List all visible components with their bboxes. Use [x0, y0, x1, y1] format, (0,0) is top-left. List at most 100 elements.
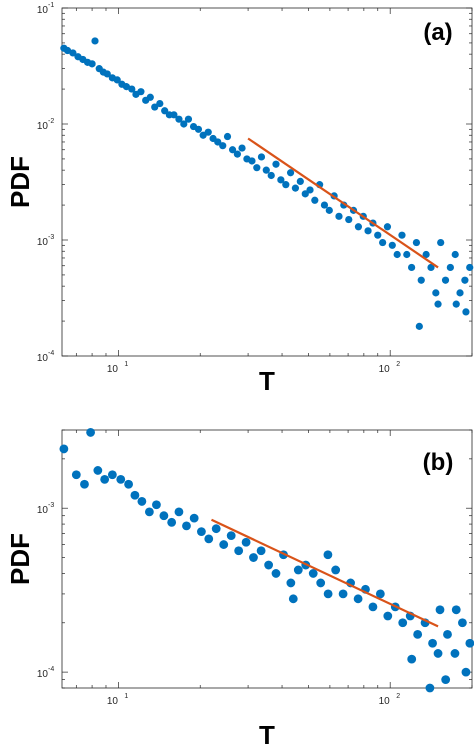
x-axis-ticks — [75, 430, 473, 688]
data-point — [461, 276, 469, 284]
data-point — [398, 618, 408, 628]
data-point — [408, 263, 416, 272]
fit-line — [247, 137, 439, 269]
data-point — [374, 231, 382, 239]
data-point — [433, 649, 443, 658]
data-point — [107, 470, 117, 480]
data-point — [441, 276, 450, 284]
data-point — [161, 107, 169, 115]
x-axis-label: T — [259, 366, 275, 396]
data-point — [432, 289, 440, 297]
data-point — [452, 300, 460, 308]
data-point — [238, 144, 246, 152]
data-point — [354, 223, 363, 231]
data-point — [451, 605, 461, 615]
data-point — [462, 308, 470, 316]
y-tick-exponent: -1 — [48, 2, 54, 9]
x-tick-label: 10 — [379, 696, 391, 707]
data-point — [91, 37, 99, 45]
data-point — [228, 146, 237, 154]
data-point — [219, 142, 227, 150]
data-point — [264, 560, 274, 570]
data-point — [272, 160, 280, 168]
data-point — [335, 212, 343, 220]
data-point — [271, 569, 281, 578]
data-point — [437, 238, 445, 247]
data-point — [383, 611, 393, 621]
scatter-series — [60, 37, 474, 330]
data-point — [180, 120, 188, 128]
data-point — [379, 238, 387, 247]
data-point — [262, 166, 270, 174]
y-axis-ticks — [62, 429, 472, 689]
data-point — [398, 231, 406, 239]
y-axis-label: PDF — [5, 533, 35, 585]
data-point — [253, 164, 261, 172]
x-tick-exponent: 2 — [396, 693, 400, 700]
data-point — [428, 638, 437, 648]
data-point — [151, 103, 159, 111]
y-tick-label: 10 — [37, 505, 49, 516]
data-point — [311, 196, 319, 204]
axes-box — [61, 429, 473, 689]
data-point — [450, 649, 460, 658]
data-point — [323, 550, 333, 560]
y-tick-label: 10 — [37, 237, 49, 248]
data-point — [415, 322, 423, 330]
data-point — [167, 517, 177, 527]
panel-label: (b) — [423, 449, 454, 476]
data-point — [403, 250, 411, 259]
y-tick-label: 10 — [37, 5, 49, 16]
data-point — [331, 565, 341, 575]
y-tick-label: 10 — [37, 121, 49, 132]
data-point — [122, 83, 131, 91]
y-tick-exponent: -3 — [48, 502, 54, 509]
data-point — [226, 531, 236, 541]
axes-box — [61, 7, 473, 357]
x-tick-exponent: 1 — [124, 361, 128, 368]
scatter-series — [59, 428, 474, 693]
data-point — [413, 629, 423, 639]
data-point — [144, 507, 154, 517]
data-point — [234, 546, 244, 556]
data-point — [137, 88, 145, 96]
data-point — [296, 177, 304, 186]
data-point — [364, 227, 372, 235]
data-point — [368, 602, 378, 612]
data-point — [306, 186, 314, 194]
data-point — [388, 241, 396, 249]
data-point — [375, 589, 385, 599]
data-point — [249, 553, 258, 562]
y-tick-label: 10 — [37, 669, 49, 680]
y-tick-exponent: -4 — [48, 350, 54, 357]
data-point — [88, 60, 96, 68]
data-point — [137, 497, 147, 506]
data-point — [59, 444, 69, 454]
data-point — [443, 629, 452, 639]
data-point — [184, 115, 193, 123]
data-point — [427, 263, 435, 272]
data-point — [353, 594, 363, 604]
data-point — [291, 184, 300, 192]
data-point — [465, 638, 474, 648]
data-point — [301, 190, 309, 198]
y-tick-label: 10 — [37, 353, 49, 364]
y-axis-ticks — [62, 7, 472, 357]
data-point — [458, 618, 467, 628]
data-point — [248, 157, 256, 165]
data-point — [152, 500, 161, 510]
x-tick-label: 10 — [107, 364, 119, 375]
data-point — [435, 605, 445, 615]
data-point — [323, 589, 333, 599]
data-point — [93, 466, 103, 475]
data-point — [71, 470, 81, 480]
data-point — [197, 527, 206, 536]
data-point — [407, 654, 417, 664]
data-point — [182, 521, 191, 531]
data-point — [282, 181, 290, 189]
data-point — [320, 201, 329, 209]
data-point — [325, 206, 333, 214]
data-point — [257, 153, 266, 161]
